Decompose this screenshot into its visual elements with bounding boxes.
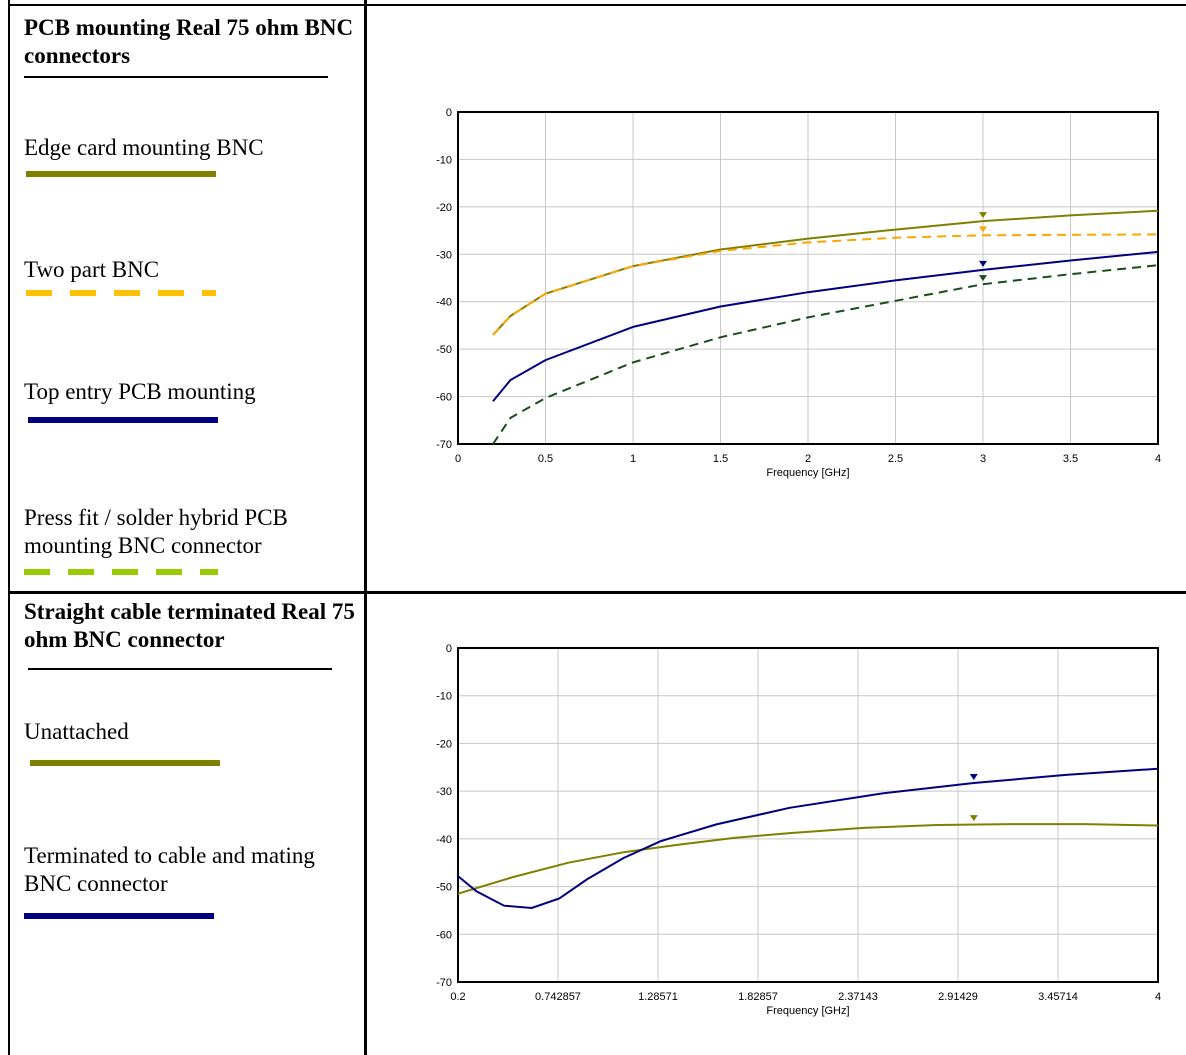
y-tick-label: -60 [436,929,452,941]
table-divider-vertical [364,0,367,1055]
series-marker-0 [969,815,978,822]
y-tick-label: -20 [436,738,452,750]
y-tick-label: -30 [436,786,452,798]
x-tick-label: 3.5 [1063,453,1078,465]
y-tick-label: -40 [436,297,452,309]
series-marker-2 [979,260,987,267]
y-tick-label: -50 [436,344,452,356]
x-tick-label: 1.5 [713,453,728,465]
x-axis-label: Frequency [GHz] [766,1005,849,1017]
x-tick-label: 2.91429 [938,991,978,1003]
x-tick-label: 2.5 [888,453,903,465]
series-line-3 [492,264,1159,445]
table-border-left [8,0,10,1055]
section-2-heading: Straight cable terminated Real 75 ohm BN… [24,599,355,652]
y-tick-label: -40 [436,834,452,846]
x-tick-label: 1 [630,453,636,465]
legend-swatch-edge-card [26,171,216,177]
series-marker-0 [979,212,987,219]
y-tick-label: -10 [436,154,452,166]
y-tick-label: -70 [436,977,452,989]
series-line-1 [492,233,1159,336]
plot-frame [457,647,1159,983]
legend-label-two-part: Two part BNC [24,257,160,282]
series-line-0 [457,823,1159,895]
x-tick-label: 3 [980,453,986,465]
y-tick-label: -50 [436,882,452,894]
x-tick-label: 0.742857 [535,991,581,1003]
y-tick-label: -30 [436,249,452,261]
x-tick-label: 1.28571 [638,991,678,1003]
legend-swatch-terminated [24,913,214,919]
plot-area [458,648,1158,982]
plot-frame [457,111,1159,445]
legend-label-press-fit: Press fit / solder hybrid PCB mounting B… [24,505,288,558]
y-tick-label: -60 [436,392,452,404]
x-tick-label: 0.5 [538,453,553,465]
table-border-top [8,4,1186,6]
y-tick-label: 0 [446,643,452,655]
chart-pcb-mounting: 0 0.5 1 1.5 2 2.5 3 3.5 4 0 -10 -20 -30 -40 -50 -60 -70 F… [436,107,1161,479]
y-tick-label: -20 [436,202,452,214]
y-tick-label: 0 [446,107,452,119]
x-tick-label: 2 [805,453,811,465]
legend-swatch-two-part [26,290,216,296]
legend-label-top-entry: Top entry PCB mounting [24,379,256,404]
series-marker-1 [969,774,978,781]
legend-swatch-press-fit [24,569,218,575]
x-tick-label: 2.37143 [838,991,878,1003]
legend-swatch-unattached [30,760,220,766]
legend-label-edge-card: Edge card mounting BNC [24,135,264,160]
x-tick-label: 0.2 [450,991,465,1003]
x-tick-label: 0 [455,453,461,465]
x-tick-label: 1.82857 [738,991,778,1003]
x-axis-label: Frequency [GHz] [766,467,849,479]
legend-label-terminated: Terminated to cable and mating BNC conne… [24,843,315,896]
legend-label-unattached: Unattached [24,719,129,744]
y-tick-label: -10 [436,691,452,703]
x-tick-label: 4 [1155,453,1161,465]
x-tick-label: 3.45714 [1038,991,1078,1003]
series-marker-3 [979,275,987,282]
series-line-1 [457,767,1159,910]
section-1-heading-rule [24,76,328,78]
series-line-2 [492,250,1159,402]
x-tick-label: 4 [1155,991,1161,1003]
y-tick-label: -70 [436,439,452,451]
section-1-heading: PCB mounting Real 75 ohm BNC connectors [24,15,354,68]
series-marker-1 [979,226,987,233]
section-2-heading-rule [28,668,332,670]
table-divider-horizontal [8,591,1186,594]
chart-cable-terminated: 0.2 0.742857 1.28571 1.82857 2.37143 2.91429 3… [436,643,1161,1017]
legend-swatch-top-entry [28,417,218,423]
